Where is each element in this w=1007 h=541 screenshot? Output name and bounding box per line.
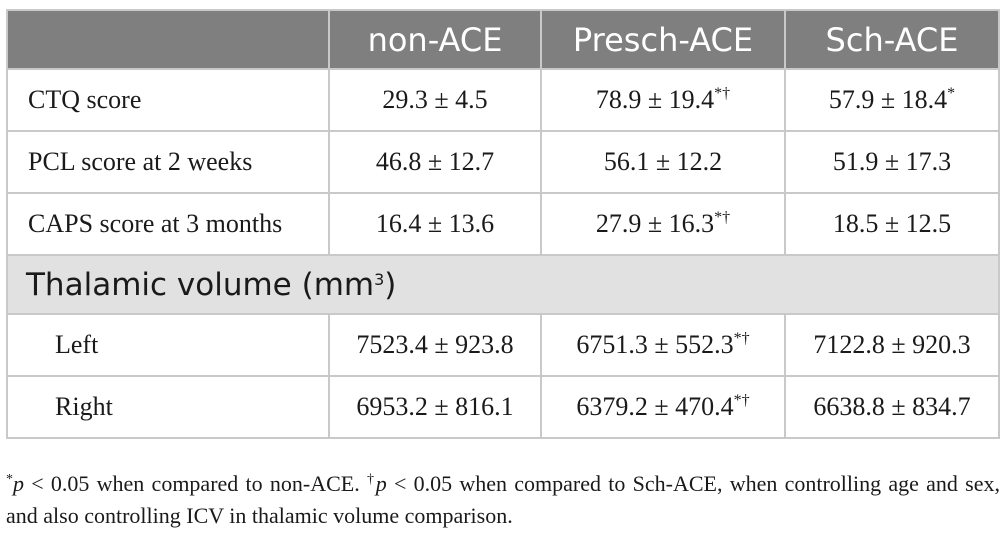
table-row: PCL score at 2 weeks 46.8 ± 12.7 56.1 ± …: [6, 130, 1000, 194]
section-title: Thalamic volume (mm3): [6, 254, 1000, 315]
results-table: non-ACE Presch-ACE Sch-ACE CTQ score 29.…: [6, 9, 1000, 439]
significance-mark: *: [947, 85, 956, 102]
table-row: Right 6953.2 ± 816.1 6379.2 ± 470.4*† 66…: [6, 375, 1000, 439]
cell-presch-ace: 6751.3 ± 552.3*†: [540, 313, 786, 377]
cell-value: 27.9 ± 16.3: [595, 209, 715, 238]
table-header-row: non-ACE Presch-ACE Sch-ACE: [6, 9, 1000, 70]
row-label: Left: [6, 313, 330, 377]
cell-presch-ace: 6379.2 ± 470.4*†: [540, 375, 786, 439]
footnote-mark-dagger: †: [366, 472, 376, 487]
footnote-mark-asterisk: *: [6, 472, 13, 487]
cell-non-ace: 29.3 ± 4.5: [328, 68, 542, 132]
header-non-ace: non-ACE: [328, 9, 542, 70]
cell-presch-ace: 78.9 ± 19.4*†: [540, 68, 786, 132]
cell-value: 6379.2 ± 470.4: [576, 392, 734, 421]
cell-sch-ace: 51.9 ± 17.3: [784, 130, 1000, 194]
cell-sch-ace: 18.5 ± 12.5: [784, 192, 1000, 256]
cell-presch-ace: 56.1 ± 12.2: [540, 130, 786, 194]
significance-mark: *†: [733, 330, 750, 347]
cell-non-ace: 16.4 ± 13.6: [328, 192, 542, 256]
footnote-text-1: < 0.05 when compared to non-ACE.: [24, 471, 367, 496]
table-row: CTQ score 29.3 ± 4.5 78.9 ± 19.4*† 57.9 …: [6, 68, 1000, 132]
cell-sch-ace: 6638.8 ± 834.7: [784, 375, 1000, 439]
significance-mark: *†: [714, 209, 731, 226]
footnote-p: p: [13, 471, 24, 496]
cell-value: 57.9 ± 18.4: [828, 85, 948, 114]
significance-mark: *†: [714, 85, 731, 102]
cell-value: 78.9 ± 19.4: [595, 85, 715, 114]
section-title-end: ): [384, 266, 397, 303]
row-label: Right: [6, 375, 330, 439]
header-sch-ace: Sch-ACE: [784, 9, 1000, 70]
cell-non-ace: 6953.2 ± 816.1: [328, 375, 542, 439]
row-label: PCL score at 2 weeks: [6, 130, 330, 194]
table-row: CAPS score at 3 months 16.4 ± 13.6 27.9 …: [6, 192, 1000, 256]
row-label: CAPS score at 3 months: [6, 192, 330, 256]
cell-non-ace: 7523.4 ± 923.8: [328, 313, 542, 377]
results-table-container: non-ACE Presch-ACE Sch-ACE CTQ score 29.…: [6, 9, 1000, 439]
footnote-text-2: < 0.05 when compared to Sch-ACE, when co…: [6, 471, 1001, 528]
section-row-thalamic-volume: Thalamic volume (mm3): [6, 254, 1000, 315]
footnote-p: p: [375, 471, 387, 496]
table-row: Left 7523.4 ± 923.8 6751.3 ± 552.3*† 712…: [6, 313, 1000, 377]
cell-non-ace: 46.8 ± 12.7: [328, 130, 542, 194]
row-label: CTQ score: [6, 68, 330, 132]
header-empty-cell: [6, 9, 330, 70]
section-title-text: Thalamic volume (mm: [26, 266, 375, 303]
table-footnote: *p < 0.05 when compared to non-ACE. †p <…: [6, 468, 1000, 532]
cell-sch-ace: 7122.8 ± 920.3: [784, 313, 1000, 377]
header-presch-ace: Presch-ACE: [540, 9, 786, 70]
section-title-superscript: 3: [374, 269, 385, 289]
cell-presch-ace: 27.9 ± 16.3*†: [540, 192, 786, 256]
cell-value: 6751.3 ± 552.3: [576, 330, 734, 359]
significance-mark: *†: [733, 392, 750, 409]
cell-sch-ace: 57.9 ± 18.4*: [784, 68, 1000, 132]
